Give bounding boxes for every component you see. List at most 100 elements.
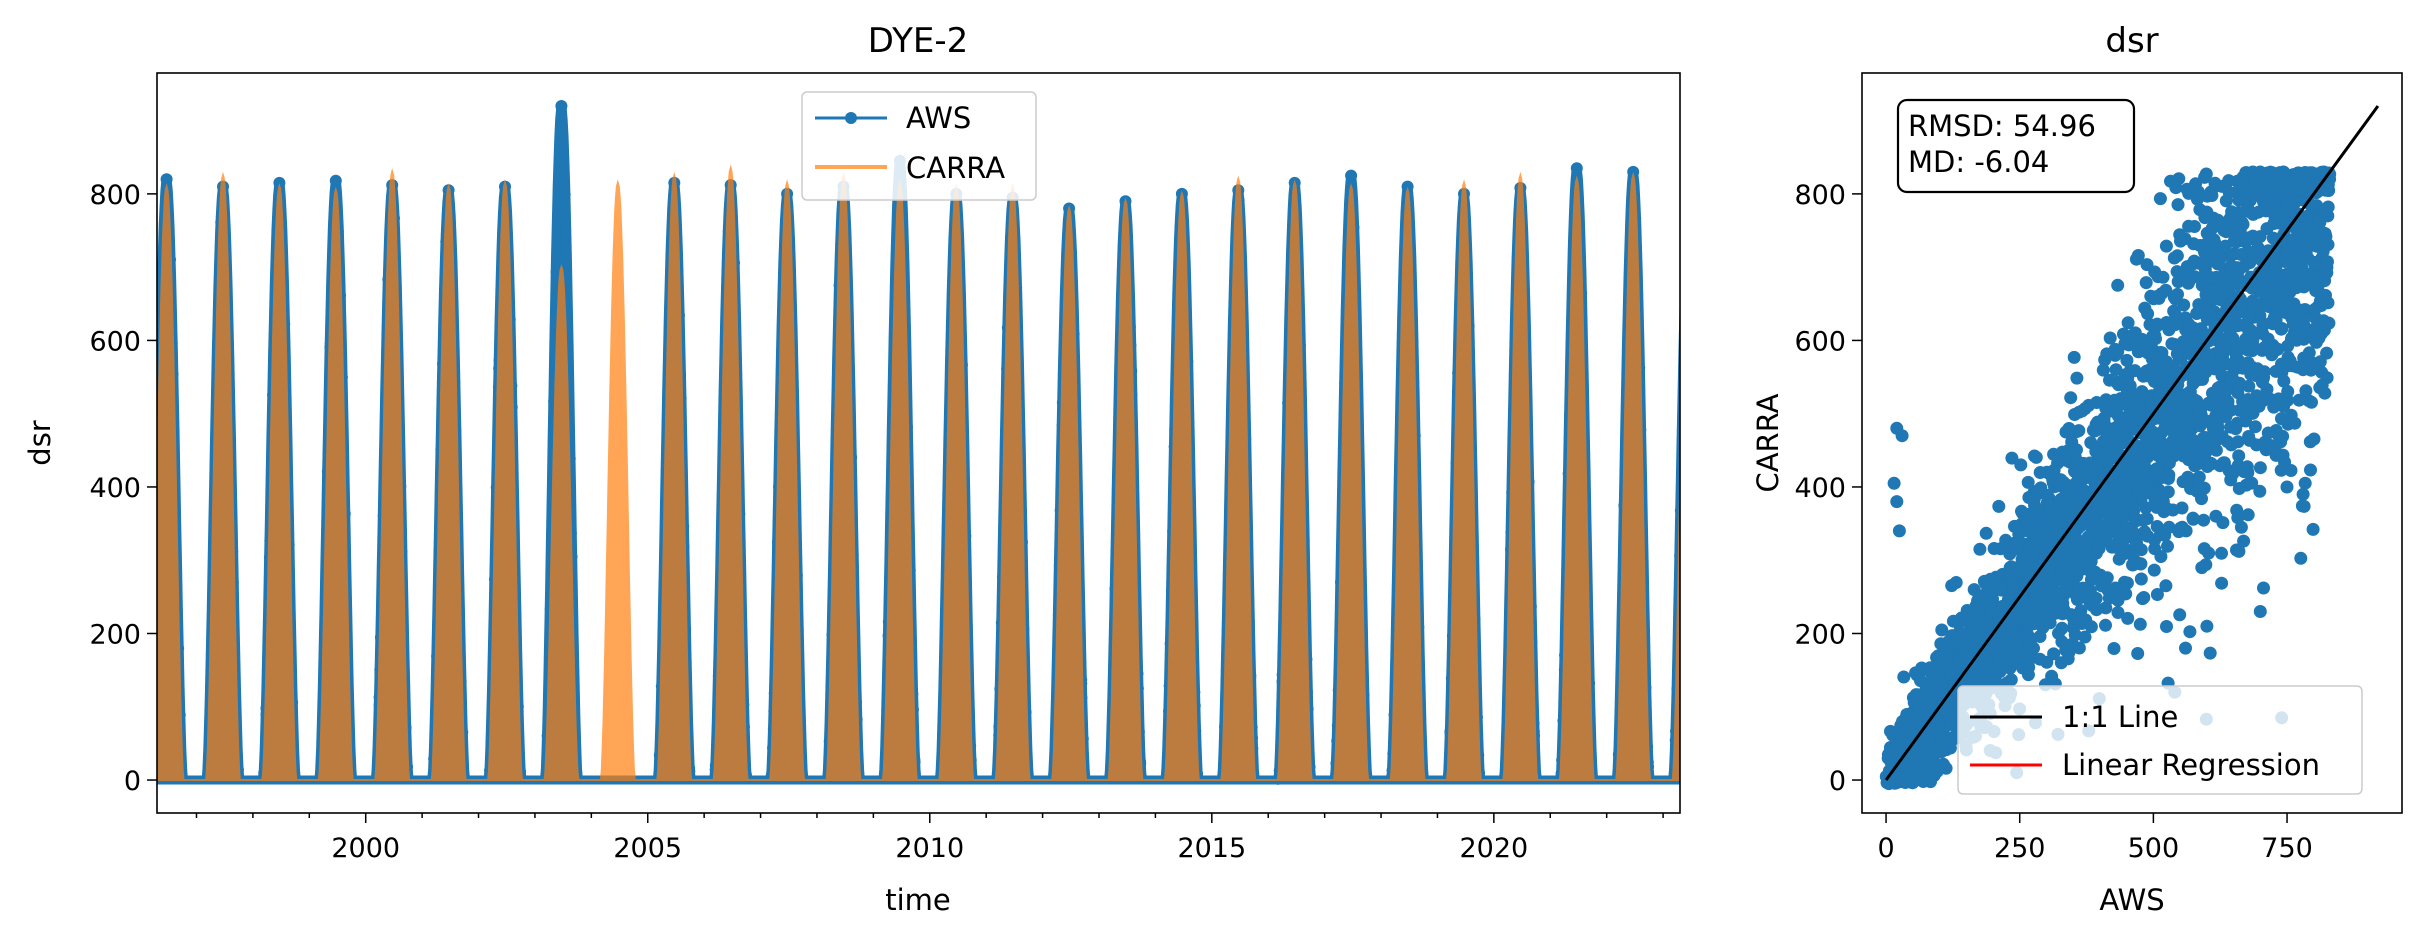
scatter-point xyxy=(1923,772,1937,786)
scatter-point xyxy=(2077,550,2091,564)
scatter-point xyxy=(2057,475,2070,489)
scatter-point xyxy=(2019,513,2033,527)
scatter-panel: 0 250 500 750 0 200 400 600 800 dsr AWS CARRA R… xyxy=(1751,21,2403,917)
scatter-point xyxy=(2232,544,2246,558)
scatter-point xyxy=(2243,433,2257,447)
scatter-point xyxy=(2297,317,2311,331)
scatter-point xyxy=(1924,753,1938,766)
scatter-point xyxy=(2271,342,2285,356)
scatter-point xyxy=(2187,392,2201,406)
scatter-outlier-point xyxy=(1890,495,1904,509)
scatter-point xyxy=(2240,343,2254,357)
scatter-point xyxy=(2041,568,2055,582)
scatter-point xyxy=(1934,735,1948,748)
scatter-point xyxy=(2241,508,2255,522)
scatter-point xyxy=(2113,538,2126,552)
scatter-point xyxy=(2239,414,2252,428)
scatter-point xyxy=(2232,226,2246,240)
scatter-point xyxy=(2299,245,2313,259)
scatter-point xyxy=(2137,513,2151,527)
legend-aws-marker xyxy=(845,112,857,124)
sc-y-tick-label: 800 xyxy=(1794,180,1846,211)
scatter-point xyxy=(1911,688,1925,702)
scatter-point xyxy=(2162,520,2176,534)
scatter-outlier-point xyxy=(2109,363,2123,377)
scatter-point xyxy=(2066,490,2080,504)
scatter-point xyxy=(2098,531,2112,545)
scatter-point xyxy=(2314,288,2328,302)
ts-x-tick-label: 2010 xyxy=(895,833,964,864)
scatter-point xyxy=(2009,542,2023,556)
scatter-point xyxy=(2082,507,2096,521)
scatter-point xyxy=(2245,476,2259,490)
scatter-point xyxy=(2156,270,2170,284)
scatter-point xyxy=(2199,167,2213,181)
aws-point xyxy=(556,137,567,148)
scatter-point xyxy=(1974,673,1988,687)
scatter-point xyxy=(2283,354,2297,368)
scatter-point xyxy=(2036,541,2050,555)
scatter-point xyxy=(2208,176,2222,190)
scatter-point xyxy=(2021,632,2034,646)
scatter-point xyxy=(2047,647,2061,661)
scatter-point xyxy=(2252,399,2266,413)
scatter-point xyxy=(2185,415,2198,429)
scatter-point xyxy=(2226,331,2240,345)
scatter-point xyxy=(2033,630,2047,643)
scatter-point xyxy=(2107,642,2121,655)
scatter-point xyxy=(2192,470,2206,484)
scatter-point xyxy=(2171,378,2185,392)
scatter-point xyxy=(2215,369,2229,383)
scatter-point xyxy=(2304,234,2317,248)
aws-peak-point xyxy=(160,173,173,186)
scatter-point xyxy=(1972,596,1986,610)
scatter-point xyxy=(2243,256,2257,270)
scatter-point xyxy=(2091,415,2105,429)
scatter-point xyxy=(2128,465,2142,478)
scatter-point xyxy=(2224,403,2238,417)
scatter-point xyxy=(2004,673,2018,687)
stats-md: MD: -6.04 xyxy=(1908,145,2049,179)
scatter-point xyxy=(2039,600,2053,613)
scatter-point xyxy=(1951,631,1965,645)
scatter-outlier-point xyxy=(1892,524,1906,538)
scatter-point xyxy=(2181,276,2195,290)
scatter-point xyxy=(2277,166,2291,180)
scatter-point xyxy=(1918,732,1932,746)
scatter-point xyxy=(2090,603,2103,617)
aws-peak-point xyxy=(273,176,286,189)
ts-x-tick-label: 2005 xyxy=(613,833,682,864)
scatter-point xyxy=(2148,490,2162,504)
scatter-point xyxy=(2309,256,2322,269)
scatter-point xyxy=(2147,563,2161,577)
scatter-point xyxy=(2019,608,2033,622)
scatter-point xyxy=(2096,363,2110,377)
scatter-point xyxy=(2313,355,2327,369)
scatter-point xyxy=(2299,384,2313,398)
scatter-point xyxy=(2307,432,2321,446)
scatter-point xyxy=(2257,581,2270,595)
scatter-point xyxy=(1952,653,1966,667)
scatter-point xyxy=(2205,189,2219,202)
scatter-point xyxy=(2200,312,2214,326)
scatter-point xyxy=(2109,493,2123,507)
aws-point xyxy=(550,266,561,277)
scatter-point xyxy=(1996,599,2009,613)
scatter-point xyxy=(2205,221,2219,235)
scatter-point xyxy=(2249,175,2263,188)
scatter-point xyxy=(2260,297,2274,311)
sc-x-tick-label: 500 xyxy=(2128,833,2180,864)
scatter-point xyxy=(2126,558,2139,572)
scatter-point xyxy=(2296,222,2310,236)
scatter-point xyxy=(2174,234,2187,248)
sc-x-tick-label: 250 xyxy=(1994,833,2046,864)
scatter-point xyxy=(2308,302,2322,316)
scatter-point xyxy=(2111,606,2125,619)
scatter-point xyxy=(2282,272,2296,286)
ts-y-ticks: 0 200 400 600 800 xyxy=(89,180,157,797)
series-carra xyxy=(157,164,1680,781)
scatter-point xyxy=(1913,712,1927,726)
scatter-point xyxy=(2166,394,2180,408)
scatter-point xyxy=(2092,542,2106,556)
scatter-point xyxy=(2071,505,2085,519)
